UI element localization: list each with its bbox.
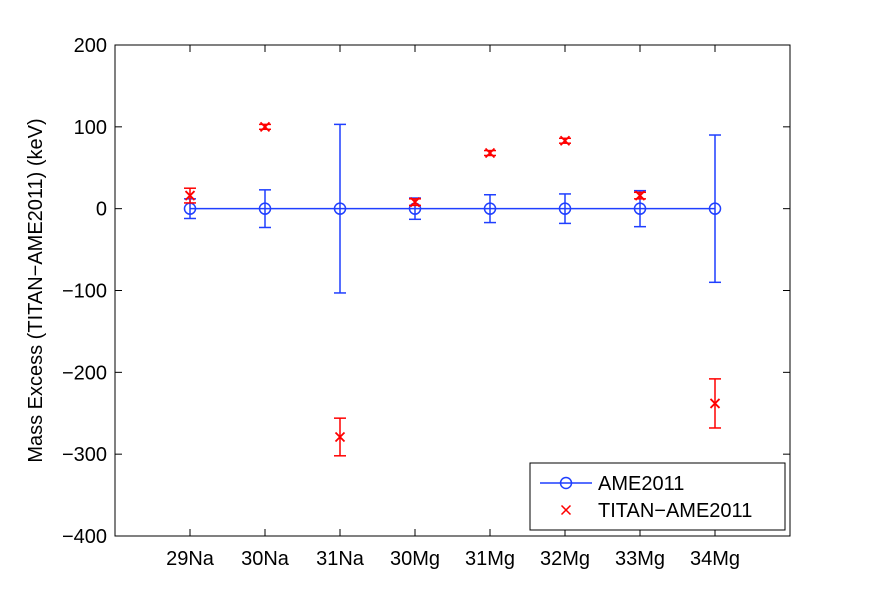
y-axis-label: Mass Excess (TITAN−AME2011) (keV) xyxy=(25,118,47,462)
legend-label: TITAN−AME2011 xyxy=(598,500,752,522)
series-titan-ame2011 xyxy=(184,121,721,457)
y-tick-label: −100 xyxy=(62,281,107,303)
y-tick-label: 200 xyxy=(74,35,107,57)
x-tick-label: 30Na xyxy=(241,548,290,570)
data-point xyxy=(559,135,571,146)
data-point xyxy=(258,202,272,215)
data-point xyxy=(184,190,196,201)
series-ame2011 xyxy=(183,123,722,294)
data-point xyxy=(484,147,496,159)
data-point xyxy=(708,202,722,215)
legend-box xyxy=(529,462,786,531)
data-point xyxy=(634,190,646,201)
data-point xyxy=(409,196,421,208)
legend-marker xyxy=(560,504,572,516)
x-tick-label: 31Na xyxy=(316,548,365,570)
data-point xyxy=(333,202,347,215)
y-tick-label: 100 xyxy=(74,117,107,139)
data-point xyxy=(334,431,346,443)
legend-label: AME2011 xyxy=(598,473,684,495)
data-point xyxy=(633,202,647,215)
series-layer xyxy=(183,121,722,457)
plot-frame xyxy=(114,44,791,537)
x-tick-label: 29Na xyxy=(166,548,215,570)
x-tick-label: 34Mg xyxy=(690,548,740,570)
axis-ticks: −400 −300 −200 −100 0 100 200 29Na 30Na 31Na 30Mg 3… xyxy=(62,35,790,570)
data-point xyxy=(483,202,497,215)
y-tick-label: −300 xyxy=(62,444,107,466)
data-point xyxy=(558,202,572,215)
x-tick-label: 31Mg xyxy=(465,548,515,570)
data-point xyxy=(259,121,271,132)
x-tick-label: 32Mg xyxy=(540,548,590,570)
x-tick-label: 33Mg xyxy=(615,548,665,570)
legend: AME2011 TITAN−AME2011 xyxy=(529,462,786,531)
data-point xyxy=(709,398,721,409)
y-tick-label: −200 xyxy=(62,362,107,384)
x-tick-label: 30Mg xyxy=(390,548,440,570)
legend-marker xyxy=(559,476,573,490)
plot-area xyxy=(115,45,790,536)
y-tick-label: −400 xyxy=(62,526,107,548)
y-tick-label: 0 xyxy=(96,199,107,221)
